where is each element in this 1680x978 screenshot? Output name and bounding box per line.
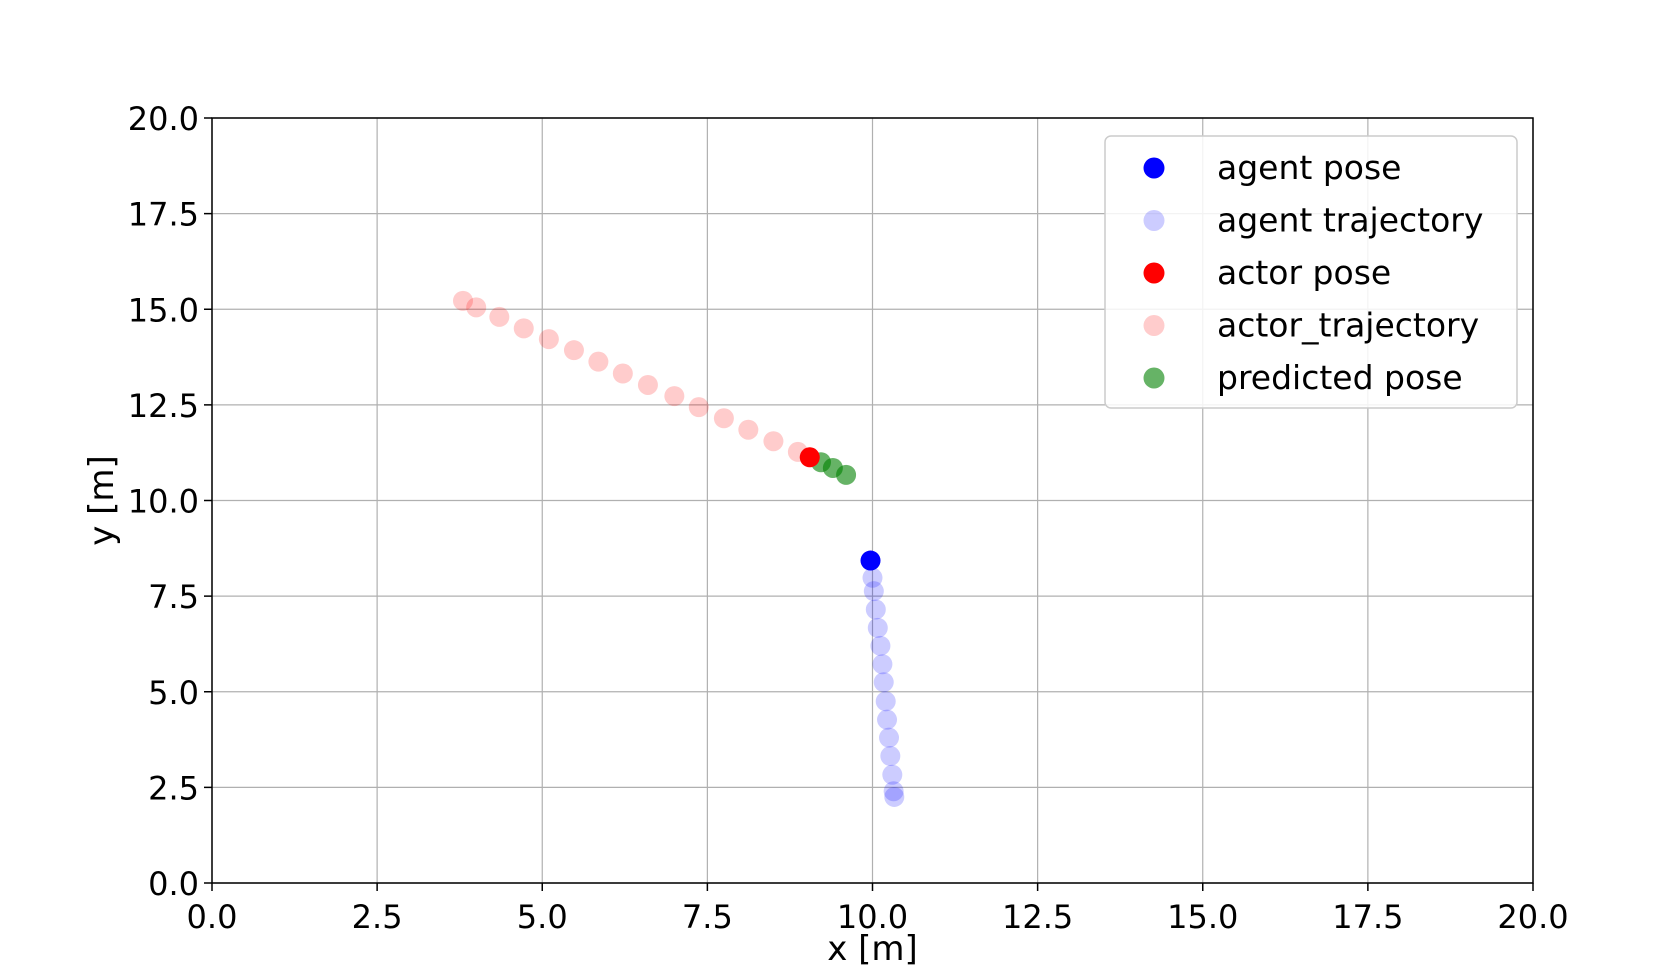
y-tick-label: 10.0	[128, 483, 199, 521]
actor-trajectory-point	[489, 306, 510, 327]
predicted-pose-point	[836, 464, 857, 485]
y-tick-label: 17.5	[128, 196, 199, 234]
x-tick-label: 20.0	[1497, 898, 1568, 936]
legend-box	[1104, 135, 1518, 409]
actor-trajectory-point	[612, 363, 633, 384]
agent-trajectory-point	[879, 727, 900, 748]
actor-pose-point	[799, 447, 820, 468]
legend-marker-agent-trajectory	[1143, 210, 1165, 231]
legend-marker-predicted-pose	[1143, 367, 1165, 389]
x-tick-label: 10.0	[837, 898, 908, 936]
y-tick-label: 5.0	[148, 674, 199, 712]
actor-trajectory-point	[466, 297, 487, 318]
actor-trajectory-point	[664, 386, 685, 407]
agent-trajectory-point	[872, 654, 893, 675]
actor-trajectory-point	[563, 340, 584, 361]
agent-trajectory-point	[880, 746, 901, 767]
actor-trajectory-point	[738, 419, 759, 440]
agent-trajectory-point	[867, 617, 888, 638]
agent-pose-point	[860, 550, 881, 571]
x-tick-label: 17.5	[1332, 898, 1403, 936]
y-tick-label: 2.5	[148, 769, 199, 807]
data-points	[452, 290, 905, 807]
actor-trajectory-point	[637, 374, 658, 395]
legend: agent pose agent trajectory actor pose acto…	[1104, 135, 1518, 409]
agent-trajectory-point	[865, 599, 886, 620]
agent-trajectory-point	[873, 672, 894, 693]
x-axis-ticks: 0.0 2.5 5.0 7.5 10.0 12.5 15.0 17.5 20.0	[187, 883, 1569, 936]
y-tick-label: 15.0	[128, 291, 199, 329]
y-tick-label: 0.0	[148, 865, 199, 903]
plot-frame	[211, 117, 1534, 884]
legend-label-agent-pose: agent pose	[1217, 148, 1401, 187]
actor-trajectory-point	[538, 329, 559, 350]
x-tick-label: 5.0	[517, 898, 568, 936]
y-tick-label: 12.5	[128, 387, 199, 425]
agent-trajectory-point	[882, 764, 903, 785]
agent-trajectory-point	[875, 691, 896, 712]
x-tick-label: 2.5	[352, 898, 403, 936]
actor-trajectory-point	[452, 290, 473, 311]
agent-trajectory-point	[870, 635, 891, 656]
actor-trajectory-point	[513, 318, 534, 339]
legend-marker-actor-pose	[1143, 262, 1165, 284]
legend-label-agent-trajectory: agent trajectory	[1217, 201, 1483, 240]
y-tick-label: 20.0	[128, 100, 199, 138]
actor-trajectory-point	[588, 351, 609, 372]
agent-trajectory-point	[862, 567, 883, 588]
legend-label-actor-trajectory: actor_trajectory	[1217, 306, 1479, 345]
actor-trajectory-point	[713, 408, 734, 429]
x-tick-label: 7.5	[682, 898, 733, 936]
y-axis-label: y [m]	[82, 455, 122, 546]
actor-trajectory-point	[763, 431, 784, 452]
actor-trajectory-point	[688, 397, 709, 418]
y-axis-ticks: 0.0 2.5 5.0 7.5 10.0 12.5 15.0 17.5 20.0	[128, 100, 212, 903]
agent-trajectory-point	[877, 709, 898, 730]
x-tick-label: 15.0	[1167, 898, 1238, 936]
legend-marker-agent-pose	[1143, 157, 1165, 179]
legend-marker-actor-trajectory	[1143, 315, 1165, 336]
y-tick-label: 7.5	[148, 578, 199, 616]
x-tick-label: 12.5	[1002, 898, 1073, 936]
agent-trajectory-point	[863, 581, 884, 602]
legend-label-predicted-pose: predicted pose	[1217, 358, 1463, 397]
agent-trajectory-point	[883, 781, 904, 802]
agent-trajectory-point	[884, 786, 905, 807]
legend-label-actor-pose: actor pose	[1217, 253, 1391, 292]
x-tick-label: 0.0	[187, 898, 238, 936]
x-axis-label: x [m]	[827, 929, 918, 969]
